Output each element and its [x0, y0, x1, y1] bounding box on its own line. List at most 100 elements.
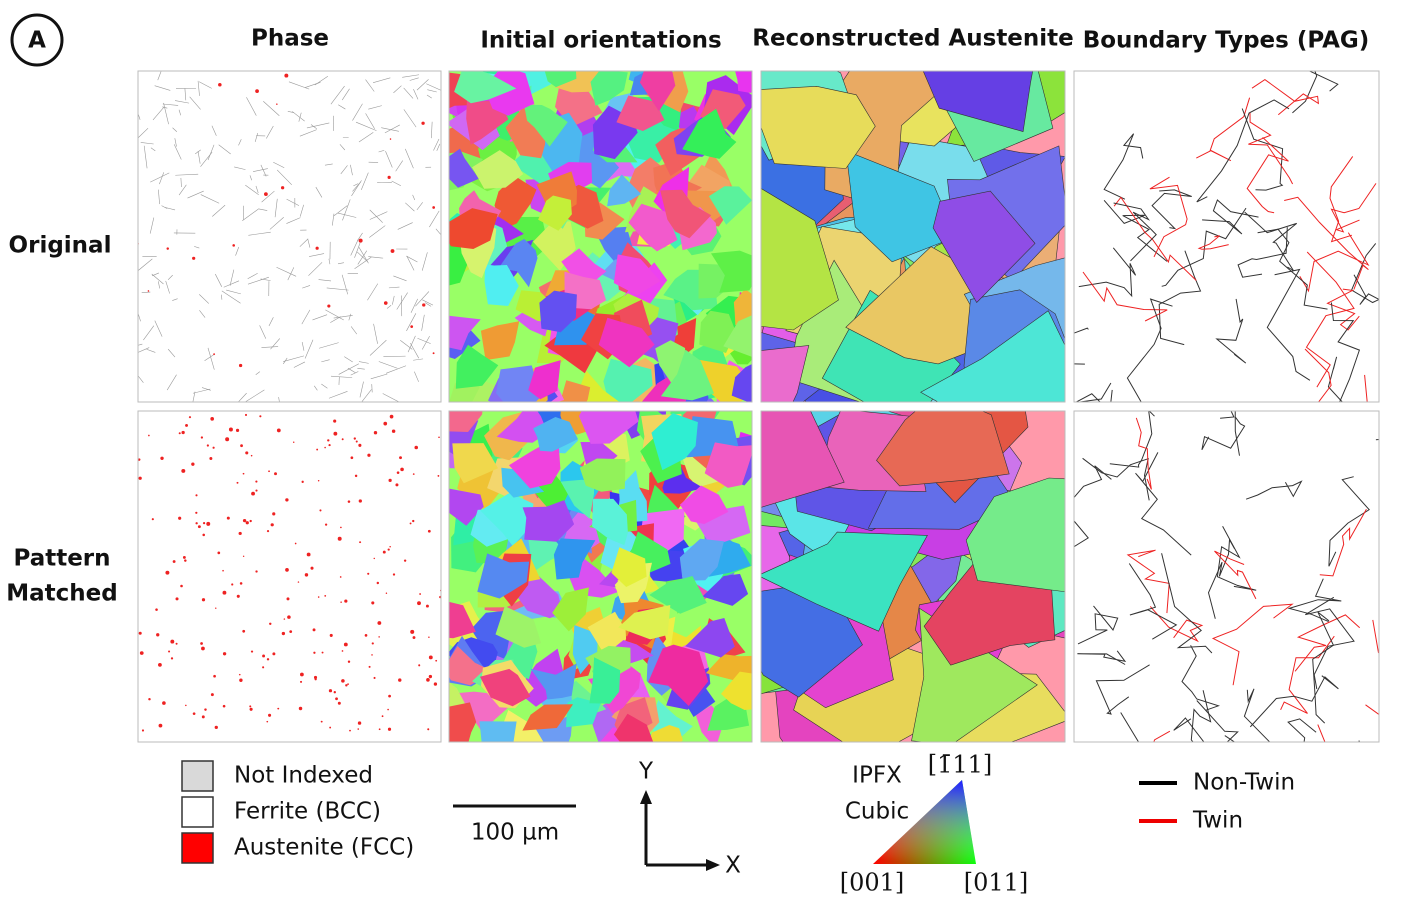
austenite-spot [158, 663, 162, 667]
austenite-spot [329, 689, 332, 692]
austenite-spot [148, 290, 150, 292]
boundary [1373, 620, 1421, 670]
austenite-spot [182, 431, 185, 434]
axes-arrows [646, 795, 712, 865]
austenite-spot [359, 541, 361, 543]
austenite-spot [287, 615, 291, 619]
austenite-spot [324, 447, 326, 449]
austenite-spot [285, 568, 289, 572]
austenite-spot [237, 595, 240, 598]
austenite-spot [374, 558, 375, 559]
austenite-spot [255, 481, 257, 483]
column-header: Phase [251, 26, 329, 52]
austenite-spot [202, 715, 205, 718]
austenite-spot [429, 675, 432, 678]
austenite-spot [392, 429, 395, 432]
austenite-spot [249, 705, 251, 707]
row-label: Matched [6, 581, 117, 607]
legend-label: Non-Twin [1193, 770, 1295, 796]
austenite-spot [410, 522, 412, 524]
austenite-spot [367, 454, 370, 457]
austenite-spot [201, 436, 203, 438]
austenite-spot [223, 705, 226, 708]
page: A Phase Initial orientations Reconstruct… [0, 0, 1421, 902]
austenite-spot [316, 247, 319, 250]
austenite-spot [251, 455, 253, 457]
austenite-spot [272, 652, 275, 655]
austenite-spot [342, 650, 344, 652]
austenite-spot [264, 192, 268, 196]
ipf-corner: [011] [964, 869, 1029, 897]
austenite-spot [377, 582, 379, 584]
austenite-spot [341, 679, 345, 683]
austenite-spot [428, 637, 429, 638]
austenite-spot [382, 715, 384, 717]
austenite-spot [429, 655, 433, 659]
swatch [182, 761, 213, 791]
austenite-spot [347, 683, 349, 685]
swatch [182, 833, 213, 863]
austenite-spot [298, 581, 299, 582]
austenite-spot [237, 482, 239, 484]
austenite-spot [299, 707, 302, 710]
austenite-spot [426, 605, 429, 608]
map-background [1074, 411, 1379, 742]
austenite-spot [390, 415, 394, 419]
austenite-spot [379, 728, 381, 730]
map-panel [709, 18, 1137, 459]
austenite-spot [239, 532, 242, 535]
austenite-spot [377, 621, 381, 625]
map-panel [124, 71, 445, 412]
austenite-spot [313, 652, 315, 654]
austenite-spot [367, 573, 369, 575]
austenite-spot [262, 666, 264, 668]
austenite-spot [225, 437, 229, 441]
austenite-spot [433, 352, 435, 354]
austenite-spot [246, 521, 249, 524]
austenite-spot [245, 451, 248, 454]
austenite-spot [203, 522, 205, 524]
austenite-spot [255, 570, 257, 572]
axis-label: X [725, 853, 741, 879]
austenite-spot [148, 698, 150, 700]
axis-label: Y [638, 759, 654, 785]
austenite-spot [413, 636, 416, 639]
austenite-spot [399, 456, 402, 459]
austenite-spot [344, 643, 348, 647]
austenite-spot [184, 559, 186, 561]
austenite-spot [315, 678, 317, 680]
austenite-spot [201, 647, 205, 651]
austenite-spot [355, 475, 357, 477]
austenite-spot [345, 684, 347, 686]
austenite-spot [437, 475, 439, 477]
austenite-spot [243, 519, 246, 522]
austenite-spot [215, 608, 216, 609]
austenite-spot [334, 691, 336, 693]
austenite-spot [189, 416, 191, 418]
austenite-spot [357, 728, 359, 730]
austenite-spot [374, 677, 376, 679]
austenite-spot [311, 567, 314, 570]
austenite-spot [282, 632, 285, 635]
austenite-spot [338, 702, 341, 705]
austenite-spot [348, 661, 350, 663]
austenite-spot [218, 83, 222, 87]
austenite-spot [262, 655, 265, 658]
austenite-spot [435, 660, 437, 662]
austenite-spot [417, 601, 421, 605]
austenite-spot [276, 103, 278, 105]
austenite-spot [427, 728, 429, 730]
austenite-spot [293, 442, 294, 443]
austenite-spot [432, 206, 435, 209]
austenite-spot [223, 652, 226, 655]
austenite-spot [327, 439, 329, 441]
map-panel [424, 51, 777, 423]
austenite-spot [340, 527, 342, 529]
map-background [138, 71, 441, 402]
austenite-spot [419, 593, 421, 595]
austenite-spot [418, 664, 420, 666]
austenite-spot [195, 512, 197, 514]
legend-label: Austenite (FCC) [234, 835, 414, 861]
austenite-spot [171, 657, 173, 659]
austenite-spot [390, 138, 392, 140]
